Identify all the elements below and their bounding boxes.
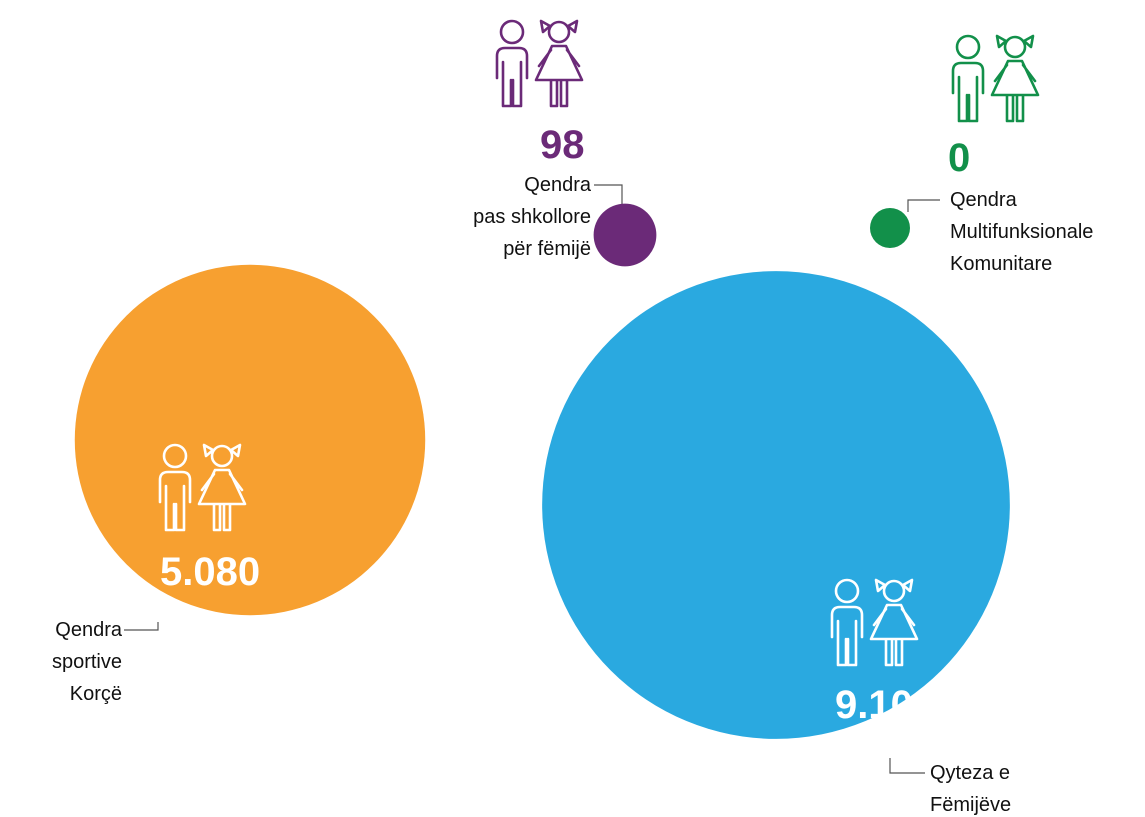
bubble (593, 203, 657, 267)
children-icon (951, 34, 1040, 123)
bubble (542, 271, 1010, 739)
category-label: Qendra sportive Korçë (51, 619, 122, 705)
category-label: Qendra Multifunksionale Komunitare (950, 189, 1094, 275)
bubble (74, 264, 426, 616)
leader-line (889, 758, 925, 774)
value-label: 9.100 (835, 683, 936, 727)
bubble (870, 208, 910, 248)
children-icon (495, 19, 584, 108)
category-label: Qendra pas shkollore për fëmijë (473, 174, 591, 260)
leader-line (124, 622, 159, 631)
category-label: Qyteza e Fëmijëve (930, 762, 1012, 816)
value-label: 5.080 (160, 550, 261, 594)
value-label: 0 (948, 136, 971, 180)
leader-line (907, 199, 940, 212)
leader-line (594, 184, 623, 204)
value-label: 98 (540, 123, 585, 167)
